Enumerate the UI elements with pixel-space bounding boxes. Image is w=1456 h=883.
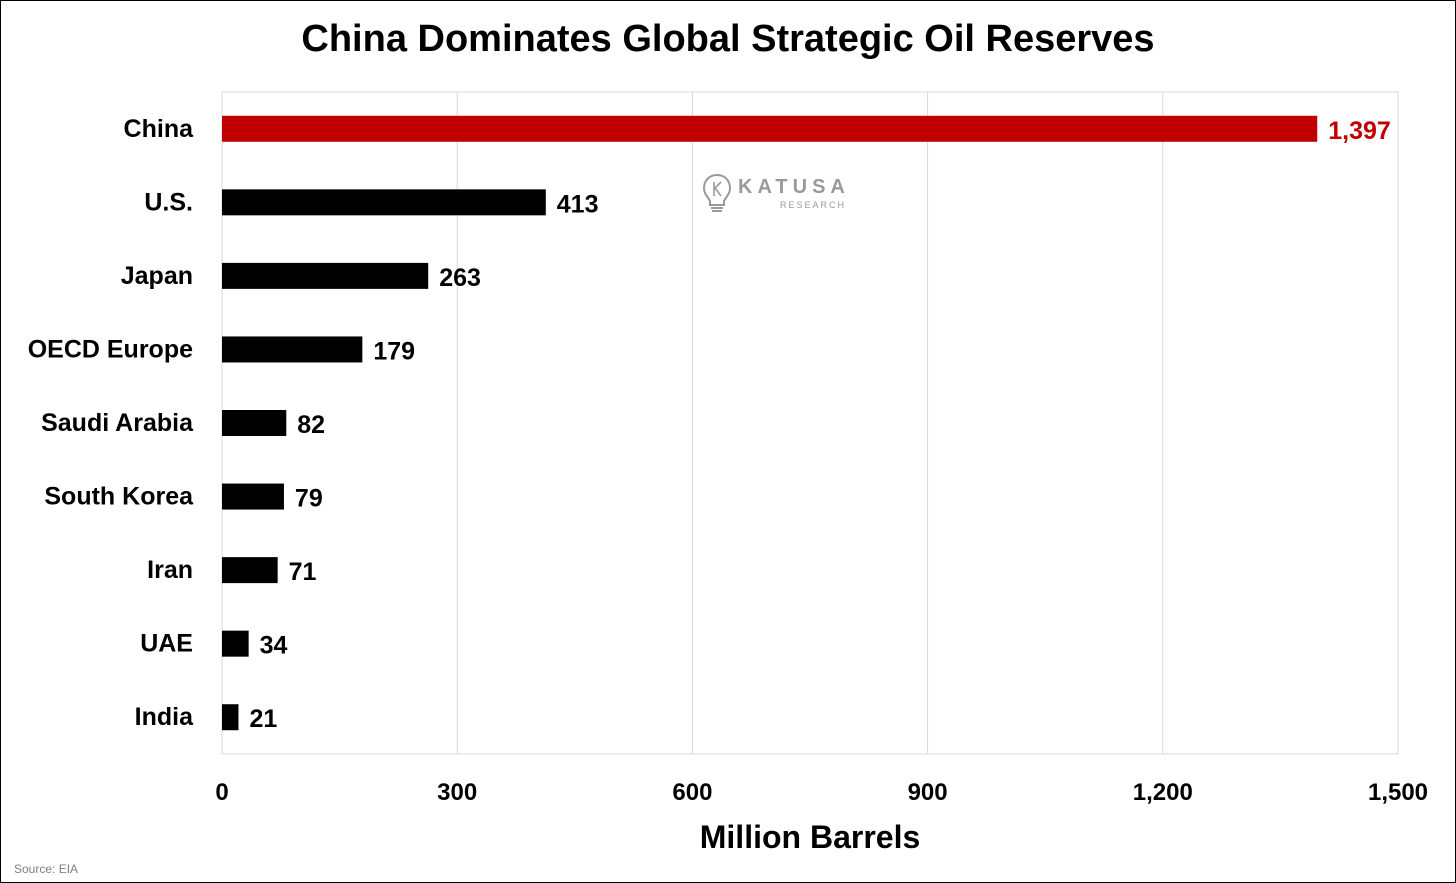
bar-value-label: 1,397 <box>1328 117 1391 145</box>
bar <box>222 189 546 216</box>
lightbulb-k-icon <box>702 173 732 212</box>
y-category-label: Japan <box>121 262 193 290</box>
x-tick-label: 1,200 <box>1133 779 1193 806</box>
bar <box>222 704 239 731</box>
bar <box>222 262 429 289</box>
bar <box>222 557 278 584</box>
y-category-label: U.S. <box>144 188 193 216</box>
y-category-label: UAE <box>140 630 193 658</box>
watermark-sub: RESEARCH <box>780 200 847 210</box>
y-category-label: OECD Europe <box>28 335 193 363</box>
x-tick-label: 900 <box>908 779 948 806</box>
y-category-label: Iran <box>147 556 193 584</box>
y-category-label: South Korea <box>44 483 194 511</box>
bar <box>222 115 1318 142</box>
chart-title: China Dominates Global Strategic Oil Res… <box>301 18 1155 60</box>
y-category-label: Saudi Arabia <box>41 409 194 437</box>
x-tick-label: 1,500 <box>1368 779 1428 806</box>
bar-value-label: 263 <box>439 264 481 292</box>
bar-value-label: 413 <box>557 190 599 218</box>
bar <box>222 483 284 510</box>
watermark-name: KATUSA <box>738 176 850 198</box>
bar <box>222 336 363 363</box>
x-tick-label: 0 <box>215 779 228 806</box>
x-axis-title: Million Barrels <box>700 819 921 855</box>
katusa-watermark: KATUSA RESEARCH <box>702 172 852 216</box>
bar-value-label: 34 <box>260 632 288 660</box>
bar-value-label: 79 <box>295 485 323 513</box>
bar <box>222 410 287 436</box>
x-tick-label: 600 <box>672 779 712 806</box>
bar-value-label: 21 <box>249 705 277 733</box>
bar <box>222 630 249 657</box>
bar-value-label: 71 <box>289 558 317 586</box>
bar-value-label: 82 <box>297 411 325 439</box>
y-category-label: India <box>135 703 194 731</box>
source-note: Source: EIA <box>14 862 79 876</box>
bar-value-label: 179 <box>373 337 415 365</box>
y-category-label: China <box>124 115 195 143</box>
x-tick-label: 300 <box>437 779 477 806</box>
